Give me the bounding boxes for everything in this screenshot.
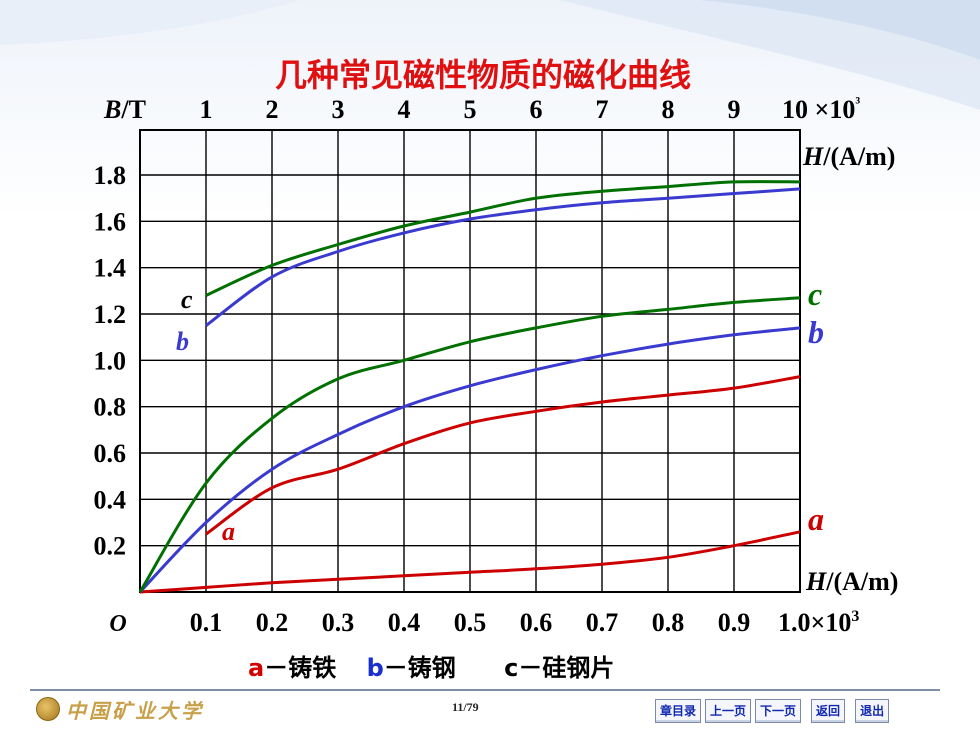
curve-b-top-axis bbox=[205, 187, 801, 327]
y-tick-label: 1.8 bbox=[94, 161, 127, 190]
y-tick-label: 1.2 bbox=[94, 300, 127, 329]
legend-c-text: 硅钢片 bbox=[542, 654, 615, 682]
curve-c-top-axis bbox=[205, 180, 801, 297]
curve-a-top-label: a bbox=[222, 517, 235, 546]
bottom-axis-tick-label: 1.0×103 bbox=[778, 608, 859, 637]
chapter-contents-button[interactable]: 章目录 bbox=[655, 699, 702, 723]
bottom-axis-label: H/(A/m) bbox=[805, 567, 898, 596]
curve-b-top-label: b bbox=[176, 327, 189, 356]
top-axis-tick-label: 7 bbox=[596, 95, 609, 124]
footer-divider bbox=[30, 689, 940, 691]
legend-c-sep: － bbox=[518, 654, 543, 682]
top-axis-tick-label: 2 bbox=[266, 95, 279, 124]
bottom-axis-tick-label: 0.3 bbox=[322, 608, 355, 637]
bottom-axis-tick-label: 0.9 bbox=[718, 608, 751, 637]
y-tick-label: 0.6 bbox=[94, 439, 127, 468]
curve-a-top-axis bbox=[205, 375, 801, 536]
y-tick-label: 0.2 bbox=[94, 532, 127, 561]
legend-b-text: 铸钢 bbox=[407, 654, 456, 682]
chart-grid bbox=[139, 129, 801, 593]
material-legend: a－铸铁 b－铸钢 c－硅钢片 bbox=[248, 648, 614, 683]
top-axis-label: H/(A/m) bbox=[802, 142, 895, 171]
back-button[interactable]: 返回 bbox=[811, 699, 846, 723]
y-tick-label: 0.4 bbox=[94, 485, 127, 514]
curves bbox=[138, 180, 801, 594]
curve-b-bottom-axis bbox=[138, 326, 801, 594]
next-page-button[interactable]: 下一页 bbox=[755, 699, 802, 723]
page-number: 11/79 bbox=[452, 700, 479, 714]
curve-a-bottom-label: a bbox=[808, 501, 824, 537]
legend-b-sep: － bbox=[383, 654, 408, 682]
bottom-axis-tick-label: 0.5 bbox=[454, 608, 487, 637]
legend-c-key: c bbox=[504, 654, 519, 682]
bottom-axis-tick-label: 0.7 bbox=[586, 608, 619, 637]
legend-a: a－铸铁 bbox=[248, 654, 345, 682]
legend-a-key: a bbox=[248, 654, 265, 682]
curve-c-bottom-axis bbox=[138, 296, 801, 593]
slide-navigation: 章目录 上一页 下一页 返回 退出 bbox=[655, 699, 890, 723]
y-tick-label: 1.0 bbox=[94, 346, 127, 375]
previous-page-button[interactable]: 上一页 bbox=[705, 699, 752, 723]
top-axis-tick-label: 1 bbox=[200, 95, 213, 124]
bottom-axis-tick-label: 0.4 bbox=[388, 608, 421, 637]
legend-b: b－铸钢 bbox=[367, 654, 465, 682]
y-tick-label: 1.4 bbox=[94, 254, 127, 283]
curve-c-top-label: c bbox=[181, 285, 193, 314]
bottom-axis-tick-label: 0.1 bbox=[190, 608, 223, 637]
legend-b-key: b bbox=[366, 654, 384, 682]
bottom-axis-tick-label: 0.2 bbox=[256, 608, 289, 637]
y-tick-label: 1.6 bbox=[94, 207, 127, 236]
origin-label: O bbox=[109, 611, 126, 637]
bottom-axis-tick-label: 0.8 bbox=[652, 608, 685, 637]
top-axis-tick-label: 3 bbox=[332, 95, 345, 124]
university-emblem-icon bbox=[36, 697, 60, 721]
legend-a-sep: － bbox=[264, 654, 289, 682]
y-axis-label: B/T bbox=[103, 95, 146, 124]
curve-c-bottom-label: c bbox=[808, 276, 822, 312]
top-axis-tick-label: 6 bbox=[530, 95, 543, 124]
curve-a-bottom-axis bbox=[139, 530, 801, 594]
chart-title: 几种常见磁性物质的磁化曲线 bbox=[275, 56, 691, 94]
curve-b-bottom-label: b bbox=[808, 314, 824, 350]
top-axis-tick-label: 8 bbox=[662, 95, 675, 124]
top-axis-tick-label: 9 bbox=[728, 95, 741, 124]
university-logo: 中国矿业大学 bbox=[36, 696, 204, 723]
bottom-axis-tick-label: 0.6 bbox=[520, 608, 553, 637]
exit-button[interactable]: 退出 bbox=[855, 699, 890, 723]
university-logo-text: 中国矿业大学 bbox=[66, 698, 204, 723]
axis-labels: 0.2 0.4 0.6 0.8 1.0 1.2 1.4 1.6 1.8 B/T 1 2 3 4 5 6 7 8 9 1… bbox=[94, 95, 899, 637]
y-tick-label: 0.8 bbox=[94, 393, 127, 422]
top-axis-tick-label: 5 bbox=[464, 95, 477, 124]
top-axis-tick-label: 4 bbox=[398, 95, 411, 124]
legend-a-text: 铸铁 bbox=[288, 654, 337, 682]
legend-c: c－硅钢片 bbox=[504, 654, 614, 682]
top-axis-tick-label: 10 ×10³ bbox=[782, 95, 860, 124]
